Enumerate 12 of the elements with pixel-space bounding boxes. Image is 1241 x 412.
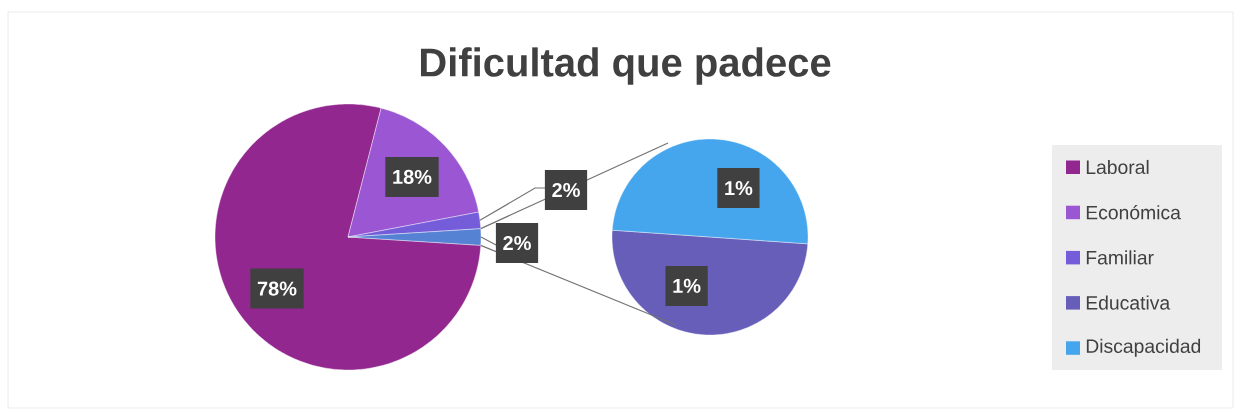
data-label: 2% xyxy=(552,182,580,198)
data-label: 78% xyxy=(257,281,297,296)
data-label: 1% xyxy=(725,181,753,196)
legend-label: Discapacidad xyxy=(1086,338,1201,357)
legend-label: Educativa xyxy=(1086,295,1171,310)
legend-label: Familiar xyxy=(1086,250,1154,265)
data-label: 1% xyxy=(673,278,701,293)
data-label: 18% xyxy=(393,169,432,184)
legend-label: Económica xyxy=(1086,204,1181,220)
chart-title: Dificultad que padece xyxy=(420,47,831,85)
legend-label: Laboral xyxy=(1086,159,1149,175)
data-label: 2% xyxy=(503,235,531,251)
